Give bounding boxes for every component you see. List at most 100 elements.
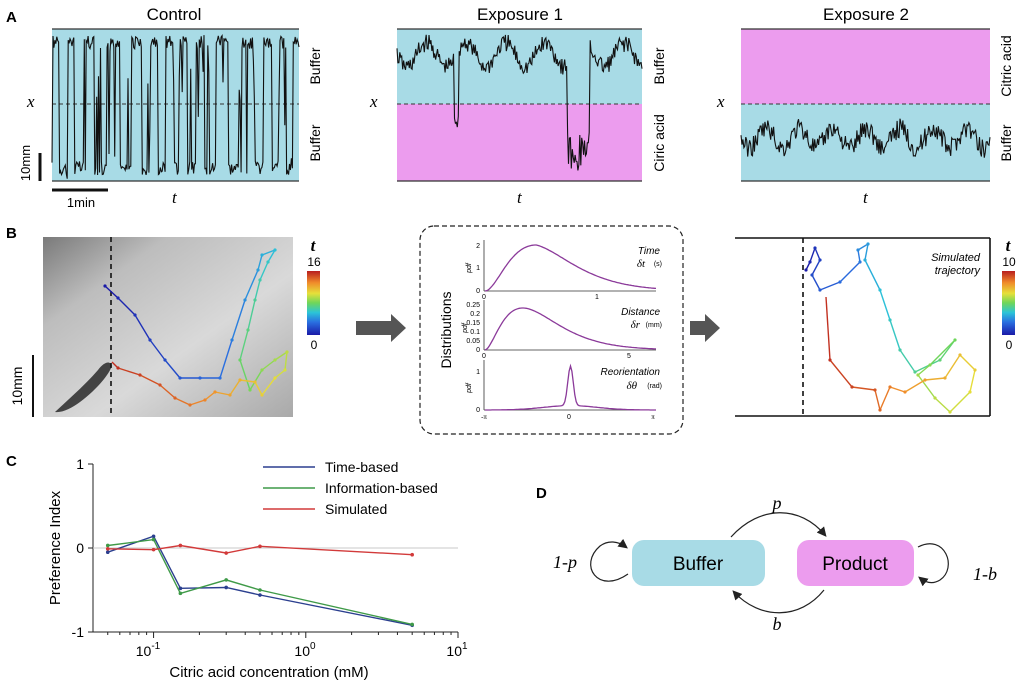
trajectory-point bbox=[203, 398, 207, 402]
trajectory-segment bbox=[934, 397, 951, 413]
dist-distance-curve bbox=[484, 307, 656, 351]
control-lower-zone bbox=[52, 104, 299, 181]
dist-reorientation-sym: δθ bbox=[626, 380, 637, 392]
x-tick-labels: 10-1 100 101 bbox=[136, 641, 468, 659]
trajectory-segment bbox=[284, 351, 288, 371]
exposure1-trace bbox=[396, 34, 643, 171]
trajectory-segment bbox=[864, 243, 869, 261]
dist-time-xtick-1: 1 bbox=[595, 294, 599, 301]
trajectory-point bbox=[863, 258, 867, 262]
x-tick-label-0: 10-1 bbox=[136, 641, 161, 659]
trajectory-point bbox=[858, 260, 862, 264]
trajectory-segment bbox=[929, 339, 956, 366]
dist-distance-ytick-4: 0.2 bbox=[470, 311, 480, 318]
dist-reorientation-xtick-1: 0 bbox=[567, 414, 571, 421]
trajectory-segment bbox=[829, 359, 853, 388]
trajectory-segment bbox=[825, 296, 831, 361]
dist-time-xtick-0: 0 bbox=[482, 294, 486, 301]
trajectory-segment bbox=[949, 391, 971, 413]
chart-legend: Time-based Information-based Simulated bbox=[263, 459, 438, 517]
trajectory-segment bbox=[117, 367, 141, 376]
trajectory-point bbox=[238, 378, 242, 382]
trajectory-point bbox=[260, 368, 264, 372]
legend-label-simulated: Simulated bbox=[325, 501, 387, 517]
trajectory-point bbox=[888, 318, 892, 322]
dist-time-ytick-1: 1 bbox=[476, 265, 480, 272]
exposure2-t-label: t bbox=[863, 188, 869, 207]
trajectory-segment bbox=[117, 297, 136, 316]
series-line-simulated bbox=[107, 544, 413, 556]
control-title: Control bbox=[147, 5, 202, 24]
trajectory-point bbox=[163, 358, 167, 362]
panel-a-control: Control Buffer Buffer x t 10mm 1min bbox=[18, 5, 323, 210]
trajectory-segment bbox=[239, 329, 249, 361]
trajectory-point bbox=[260, 253, 264, 257]
colorbar-real-min: 0 bbox=[311, 338, 318, 352]
exposure2-trace bbox=[740, 118, 991, 158]
trajectory-point bbox=[243, 298, 247, 302]
trajectory-segment bbox=[229, 379, 241, 396]
chart-y-label: Preference Index bbox=[47, 490, 64, 605]
distributions-title: Distributions bbox=[438, 291, 454, 368]
dist-reorientation-curve bbox=[485, 363, 656, 411]
exposure2-title: Exposure 2 bbox=[823, 5, 909, 24]
trajectory-point bbox=[266, 260, 270, 264]
control-upper-zone bbox=[52, 29, 299, 104]
trajectory-segment bbox=[904, 379, 926, 393]
colorbar-real-bar bbox=[307, 271, 320, 335]
trajectory-point bbox=[928, 363, 932, 367]
trajectory-segment bbox=[149, 339, 166, 361]
trajectory-segment bbox=[809, 247, 816, 263]
trajectory-point bbox=[948, 410, 952, 414]
buffer-state bbox=[632, 540, 765, 586]
dist-reorientation-xtick-2: π bbox=[651, 413, 655, 421]
dist-time-curve bbox=[484, 244, 657, 292]
colorbar-sim-bar bbox=[1002, 271, 1015, 335]
distributions-border bbox=[419, 225, 684, 435]
colorbar-real-max: 16 bbox=[307, 255, 321, 269]
dist-distance-sym: δr bbox=[631, 319, 641, 331]
trajectory-point bbox=[230, 338, 234, 342]
trajectory-point bbox=[808, 260, 812, 264]
exposure2-upper-zone bbox=[741, 29, 990, 104]
dist-time-unit: (s) bbox=[654, 261, 662, 268]
trajectory-point bbox=[133, 313, 137, 317]
dist-distance-xtick-1: 5 bbox=[627, 353, 631, 360]
trajectory-point bbox=[238, 358, 242, 362]
dist-reorientation-unit: (rad) bbox=[647, 383, 662, 390]
exposure1-lower-label: Ciric acid bbox=[651, 114, 667, 172]
trajectory-segment bbox=[879, 289, 891, 321]
trajectory-point bbox=[818, 288, 822, 292]
trajectory-point bbox=[116, 296, 120, 300]
trajectory-segment bbox=[267, 249, 276, 263]
trajectory-point bbox=[818, 258, 822, 262]
data-point-time-based bbox=[151, 534, 156, 539]
data-point-simulated bbox=[151, 547, 156, 552]
arrow-right-1 bbox=[356, 314, 406, 342]
control-x-label: x bbox=[26, 92, 35, 111]
photo-scale-label: 10mm bbox=[9, 367, 25, 406]
trajectory-segment bbox=[189, 399, 206, 406]
trajectory-segment bbox=[214, 391, 231, 396]
data-point-simulated bbox=[258, 544, 262, 549]
dist-reorientation-ytick-0: 0 bbox=[476, 407, 480, 414]
real-trajectory bbox=[103, 248, 289, 407]
trajectory-point bbox=[273, 248, 277, 252]
exposure2-x-label: x bbox=[716, 92, 725, 111]
panel-label-b: B bbox=[6, 225, 17, 242]
markov-diagram: Buffer Product p b 1-p 1-b bbox=[553, 493, 997, 634]
trajectory-point bbox=[878, 408, 882, 412]
trajectory-segment bbox=[914, 359, 941, 373]
trajectory-segment bbox=[879, 386, 891, 411]
trajectory-segment bbox=[811, 274, 821, 291]
trajectory-point bbox=[866, 242, 870, 246]
exposure2-upper-label: Citric acid bbox=[998, 35, 1014, 96]
trajectory-point bbox=[838, 280, 842, 284]
sim-label-2: trajectory bbox=[935, 265, 982, 277]
trajectory-segment bbox=[204, 391, 216, 401]
dist-time: pdf 0 1 2 0 1 Time δt (s) bbox=[466, 240, 662, 301]
panel-a-exposure-2: Exposure 2 Citric acid Buffer x t bbox=[716, 5, 1014, 207]
series-line-information-based bbox=[107, 538, 413, 626]
product-state-label: Product bbox=[822, 554, 888, 575]
dist-distance-ytick-1: 0.05 bbox=[466, 338, 480, 345]
